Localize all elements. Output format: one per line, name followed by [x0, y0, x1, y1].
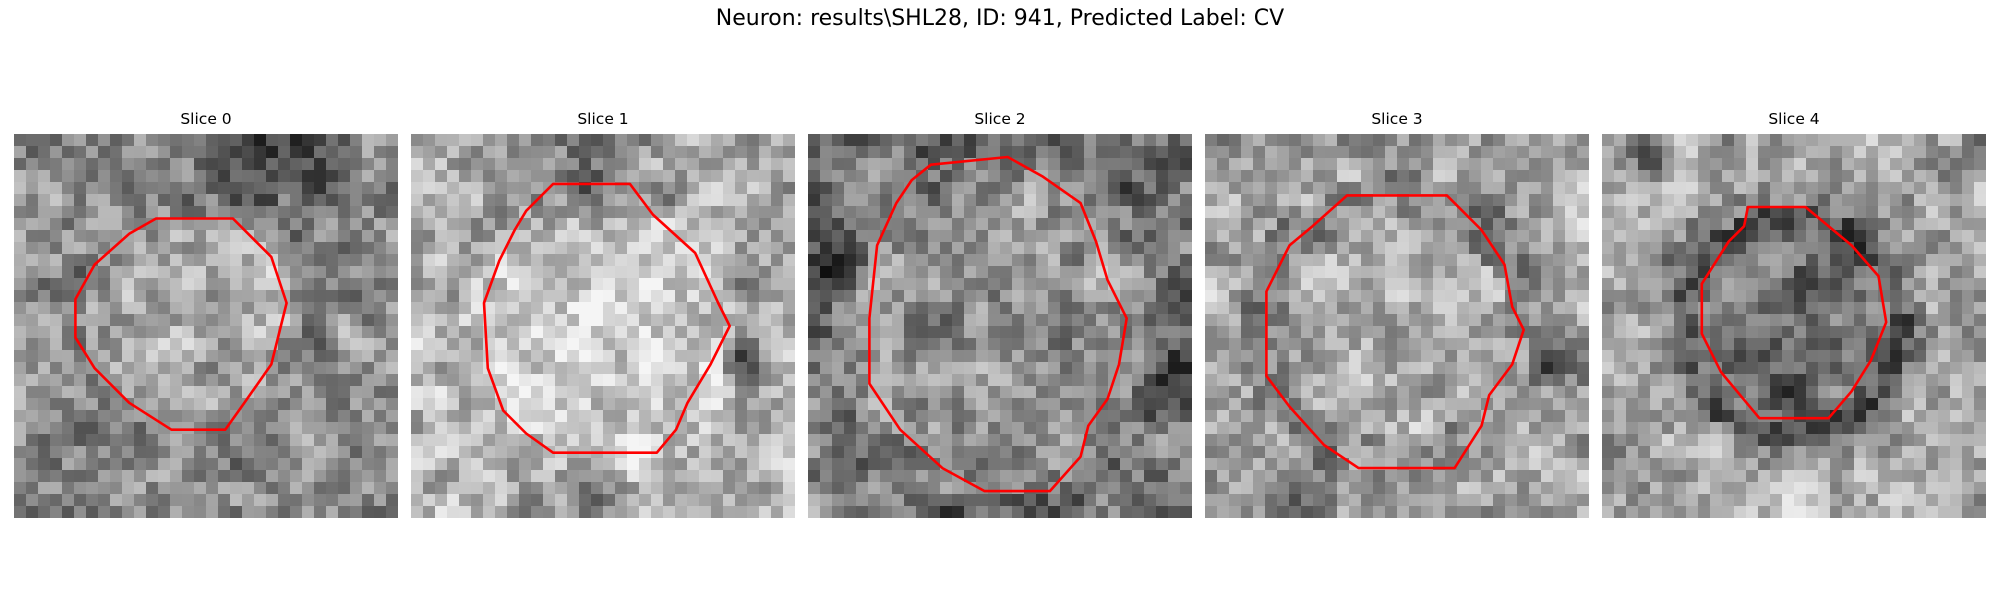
slice-1-image — [411, 134, 795, 518]
slice-4-image — [1602, 134, 1986, 518]
slice-3-contour — [1265, 194, 1526, 470]
slice-3-title: Slice 3 — [1371, 110, 1423, 128]
slice-1-contour — [482, 182, 732, 455]
slice-2-panel — [808, 134, 1192, 518]
slice-1-title: Slice 1 — [577, 110, 629, 128]
slice-4-contour — [1700, 205, 1888, 420]
slice-2-contour — [868, 155, 1129, 493]
slice-0-panel — [14, 134, 398, 518]
figure-title: Neuron: results\SHL28, ID: 941, Predicte… — [715, 6, 1285, 31]
slice-3-image — [1205, 134, 1589, 518]
slice-0-image — [14, 134, 398, 518]
slice-0-title: Slice 0 — [180, 110, 232, 128]
slice-2-title: Slice 2 — [974, 110, 1026, 128]
slice-3-panel — [1205, 134, 1589, 518]
slice-4-title: Slice 4 — [1768, 110, 1820, 128]
slice-1-panel — [411, 134, 795, 518]
slice-0-contour — [74, 217, 288, 432]
slice-4-panel — [1602, 134, 1986, 518]
slice-2-image — [808, 134, 1192, 518]
